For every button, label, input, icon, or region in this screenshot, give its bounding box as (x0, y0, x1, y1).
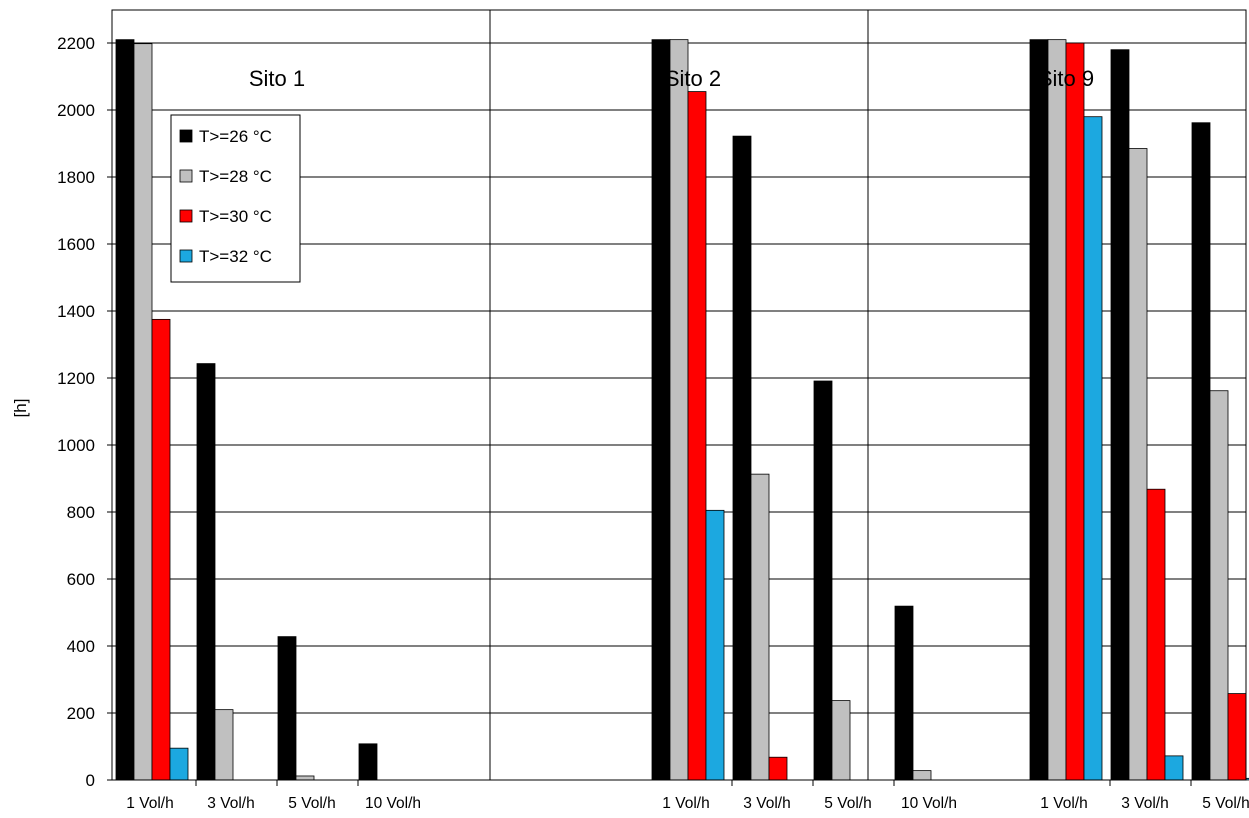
bar-2-4-2 (912, 770, 932, 781)
legend-box (170, 114, 301, 283)
legend-label: T>=30 °C (199, 207, 272, 226)
bar-3-2-4 (1164, 755, 1184, 781)
y-tick-label: 1200 (57, 369, 95, 388)
x-category-label: 1 Vol/h (126, 795, 173, 812)
bar-2-2-3 (768, 756, 788, 781)
bar-2-2-1 (732, 135, 752, 781)
panel-title: Sito 2 (665, 66, 721, 91)
bar-1-3-2 (295, 775, 315, 781)
y-tick-label: 1800 (57, 168, 95, 187)
plot-area-border (111, 9, 1247, 781)
legend-label: T>=28 °C (199, 167, 272, 186)
x-category-label: 5 Vol/h (288, 795, 335, 812)
panel-titles: Sito 1 Sito 2 Sito 9 (249, 66, 1094, 91)
bar-3-2-2 (1128, 148, 1148, 781)
y-tick-label: 200 (67, 704, 95, 723)
x-category-label: 3 Vol/h (743, 795, 790, 812)
x-category-label: 5 Vol/h (1202, 795, 1249, 812)
x-category-label: 10 Vol/h (901, 795, 957, 812)
y-axis-ticks: 0 200 400 600 800 1000 1200 1400 1600 1800 2000 220… (57, 34, 112, 790)
bar-2-4-1 (894, 605, 914, 781)
bar-3-1-1 (1029, 39, 1049, 781)
panel-dividers (489, 10, 869, 780)
bar-1-1-3 (151, 318, 171, 781)
legend-swatch (179, 249, 193, 263)
legend-swatch (179, 129, 193, 143)
y-tick-label: 2000 (57, 101, 95, 120)
bar-3-1-2 (1047, 39, 1067, 781)
legend-swatch (179, 209, 193, 223)
bar-3-2-1 (1110, 49, 1130, 781)
bar-1-1-2 (133, 43, 153, 781)
y-tick-label: 800 (67, 503, 95, 522)
bar-3-1-4 (1083, 116, 1103, 781)
y-tick-label: 1600 (57, 235, 95, 254)
y-tick-label: 400 (67, 637, 95, 656)
bar-1-2-2 (214, 709, 234, 781)
legend-swatch (179, 169, 193, 183)
bar-1-4-1 (358, 743, 378, 781)
bar-2-2-2 (750, 473, 770, 781)
x-axis-categories: 1 Vol/h 3 Vol/h 5 Vol/h 10 Vol/h 1 Vol/h 3 Vo… (126, 780, 1249, 812)
bar-1-3-1 (277, 636, 297, 781)
bar-2-1-3 (687, 91, 707, 781)
y-axis-title: [h] (11, 399, 30, 418)
legend-label: T>=26 °C (199, 127, 272, 146)
bar-3-3-3 (1227, 693, 1247, 781)
x-category-label: 10 Vol/h (365, 795, 421, 812)
legend: T>=26 °C T>=28 °C T>=30 °C T>=32 °C (170, 114, 301, 283)
bar-3-3-2 (1209, 390, 1229, 781)
bar-3-1-3 (1065, 42, 1085, 781)
x-category-label: 3 Vol/h (1121, 795, 1168, 812)
bar-2-1-4 (705, 509, 725, 781)
bar-3-3-1 (1191, 122, 1211, 781)
bar-1-1-1 (115, 39, 135, 781)
y-tick-label: 600 (67, 570, 95, 589)
y-tick-label: 1400 (57, 302, 95, 321)
bar-1-1-4 (169, 747, 189, 781)
y-tick-label: 1000 (57, 436, 95, 455)
panel-title: Sito 1 (249, 66, 305, 91)
bar-2-1-1 (651, 39, 671, 781)
panel-title: Sito 9 (1038, 66, 1094, 91)
bar-3-2-3 (1146, 488, 1166, 781)
bar-2-1-2 (669, 39, 689, 781)
y-tick-label: 2200 (57, 34, 95, 53)
x-category-label: 3 Vol/h (207, 795, 254, 812)
x-category-label: 5 Vol/h (824, 795, 871, 812)
bar-2-3-2 (831, 700, 851, 781)
x-category-label: 1 Vol/h (662, 795, 709, 812)
y-tick-label: 0 (86, 771, 95, 790)
x-category-label: 1 Vol/h (1040, 795, 1087, 812)
bar-2-3-1 (813, 380, 833, 781)
bar-1-2-1 (196, 363, 216, 781)
legend-label: T>=32 °C (199, 247, 272, 266)
